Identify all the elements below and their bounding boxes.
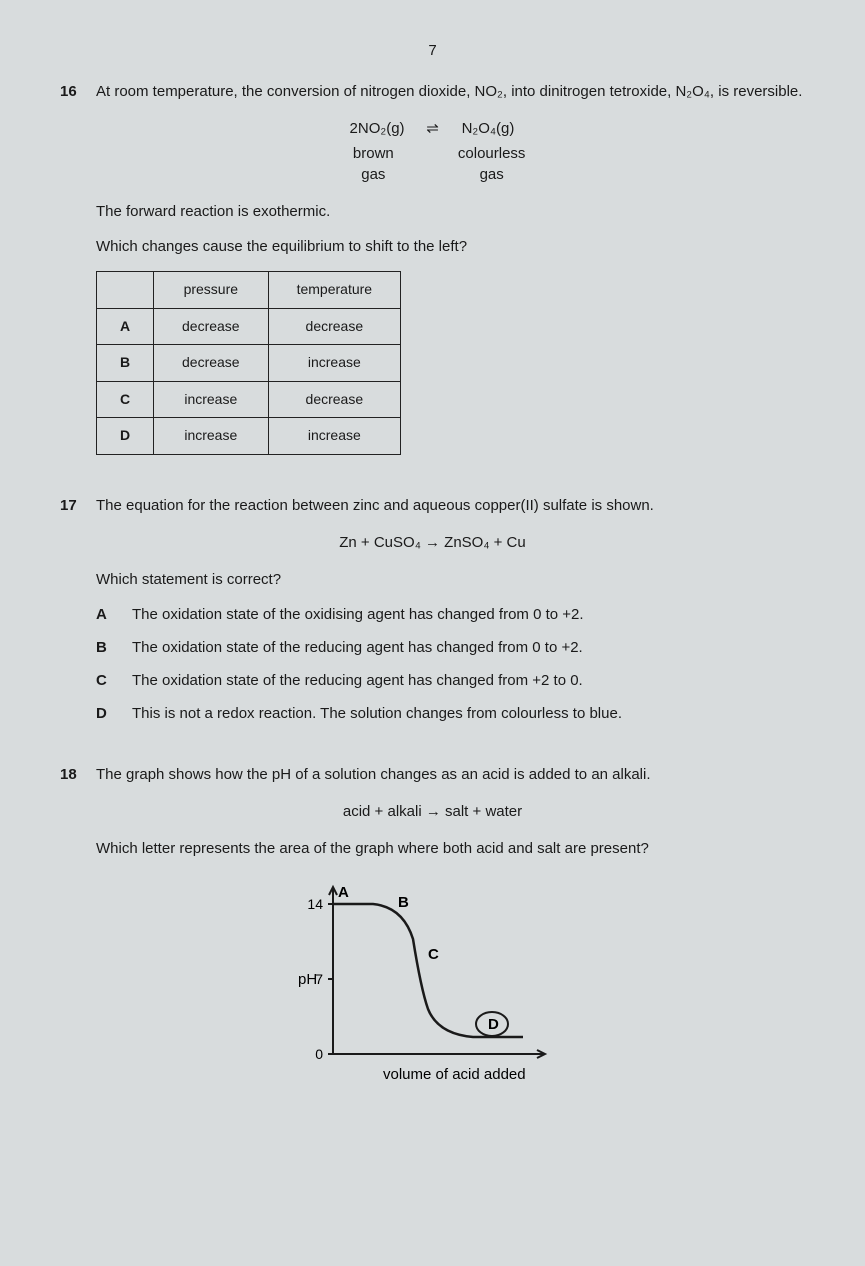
q16-statement1: The forward reaction is exothermic. xyxy=(96,201,805,222)
q16-prompt: At room temperature, the conversion of n… xyxy=(96,81,805,102)
option-text: The oxidation state of the oxidising age… xyxy=(132,604,584,625)
q18-sub-prompt: Which letter represents the area of the … xyxy=(96,838,805,859)
q16-row-b-label: B xyxy=(97,345,154,382)
q16-number: 16 xyxy=(60,81,84,102)
q17-prompt: The equation for the reaction between zi… xyxy=(96,495,805,516)
q18-prompt: The graph shows how the pH of a solution… xyxy=(96,764,805,785)
q16-left-desc1: brown xyxy=(353,145,394,162)
q18-equation: acid + alkali → salt + water xyxy=(60,801,805,822)
q17-option-c: C The oxidation state of the reducing ag… xyxy=(96,670,805,691)
svg-text:A: A xyxy=(338,884,349,901)
q16-row-d-c1: increase xyxy=(154,418,269,455)
svg-text:0: 0 xyxy=(315,1046,323,1062)
q16-equation: 2NO₂(g) ⇌ N₂O₄(g) brown gas colourless g… xyxy=(60,118,805,185)
option-letter: B xyxy=(96,637,114,658)
q16-row-b-c2: increase xyxy=(268,345,400,382)
option-text: The oxidation state of the reducing agen… xyxy=(132,637,583,658)
q16-row-c-c2: decrease xyxy=(268,381,400,418)
option-letter: D xyxy=(96,703,114,724)
option-letter: A xyxy=(96,604,114,625)
question-17: 17 The equation for the reaction between… xyxy=(60,495,805,724)
q16-col1-header: pressure xyxy=(154,272,269,309)
svg-text:C: C xyxy=(428,946,439,963)
q17-option-b: B The oxidation state of the reducing ag… xyxy=(96,637,805,658)
question-16: 16 At room temperature, the conversion o… xyxy=(60,81,805,455)
q16-row-a-label: A xyxy=(97,308,154,345)
q16-left-desc2: gas xyxy=(361,166,385,183)
q17-number: 17 xyxy=(60,495,84,516)
option-text: This is not a redox reaction. The soluti… xyxy=(132,703,622,724)
table-row: C increase decrease xyxy=(97,381,401,418)
q16-row-d-label: D xyxy=(97,418,154,455)
q16-statement2: Which changes cause the equilibrium to s… xyxy=(96,236,805,257)
q17-equation: Zn + CuSO₄ → ZnSO₄ + Cu xyxy=(60,532,805,553)
option-text: The oxidation state of the reducing agen… xyxy=(132,670,583,691)
q17-option-d: D This is not a redox reaction. The solu… xyxy=(96,703,805,724)
svg-text:pH: pH xyxy=(298,971,317,988)
q16-eq-left: 2NO₂(g) xyxy=(332,118,422,139)
table-row: D increase increase xyxy=(97,418,401,455)
titration-graph: 1470pHvolume of acid addedABCD xyxy=(293,879,573,1089)
table-row: A decrease decrease xyxy=(97,308,401,345)
q16-right-desc1: colourless xyxy=(458,145,526,162)
q16-eq-right: N₂O₄(g) xyxy=(443,118,533,139)
q16-options-table: pressure temperature A decrease decrease… xyxy=(96,271,401,455)
svg-text:volume of acid added: volume of acid added xyxy=(383,1066,526,1083)
svg-text:D: D xyxy=(488,1016,499,1033)
q17-options: A The oxidation state of the oxidising a… xyxy=(96,604,805,724)
q16-row-c-c1: increase xyxy=(154,381,269,418)
svg-text:14: 14 xyxy=(307,896,323,912)
equilibrium-arrow-icon: ⇌ xyxy=(426,120,439,137)
q18-number: 18 xyxy=(60,764,84,785)
page-number: 7 xyxy=(60,40,805,61)
q16-col2-header: temperature xyxy=(268,272,400,309)
q16-row-a-c2: decrease xyxy=(268,308,400,345)
svg-text:B: B xyxy=(398,894,409,911)
q16-right-desc2: gas xyxy=(480,166,504,183)
table-row: B decrease increase xyxy=(97,345,401,382)
q16-row-a-c1: decrease xyxy=(154,308,269,345)
q16-row-d-c2: increase xyxy=(268,418,400,455)
q17-sub-prompt: Which statement is correct? xyxy=(96,569,805,590)
option-letter: C xyxy=(96,670,114,691)
question-18: 18 The graph shows how the pH of a solut… xyxy=(60,764,805,1095)
q16-row-c-label: C xyxy=(97,381,154,418)
q18-graph: 1470pHvolume of acid addedABCD xyxy=(60,879,805,1095)
q17-option-a: A The oxidation state of the oxidising a… xyxy=(96,604,805,625)
q16-row-b-c1: decrease xyxy=(154,345,269,382)
